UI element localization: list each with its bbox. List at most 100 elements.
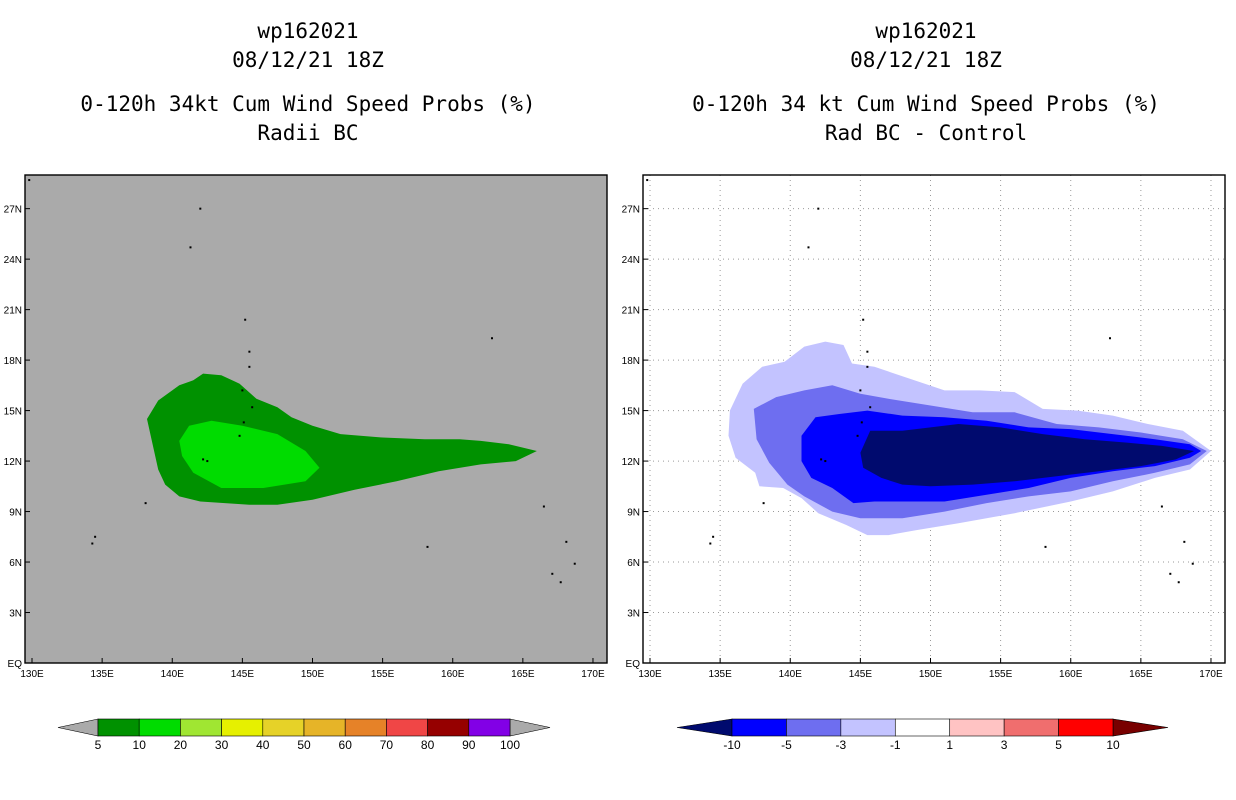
right-island xyxy=(859,389,862,392)
left-island xyxy=(144,502,147,505)
right-colorbar-swatch xyxy=(786,718,842,737)
right-island xyxy=(1169,572,1172,575)
left-colorbar-end-high xyxy=(509,718,551,737)
left-colorbar-swatch xyxy=(468,718,511,737)
left-island xyxy=(559,581,562,584)
right-colorbar-label: -1 xyxy=(890,738,901,752)
left-island xyxy=(241,389,244,392)
left-island xyxy=(551,572,554,575)
left-y-tick-label: 15N xyxy=(4,407,22,418)
left-title-block: wp162021 08/12/21 18Z 0-120h 34kt Cum Wi… xyxy=(58,17,558,148)
left-colorbar-swatch xyxy=(344,718,387,737)
left-y-tick-label: 12N xyxy=(4,457,22,468)
left-colorbar-swatch xyxy=(303,718,346,737)
left-colorbar-label: 70 xyxy=(380,738,394,752)
left-island xyxy=(238,434,241,437)
left-title-product: 0-120h 34kt Cum Wind Speed Probs (%) xyxy=(80,92,536,116)
right-contour-minus10 xyxy=(860,424,1195,487)
left-island xyxy=(242,421,245,424)
right-colorbar: -10 -5 -3 -1 1 3 5 10 xyxy=(676,718,1169,752)
left-x-tick-label: 135E xyxy=(90,669,114,680)
left-island xyxy=(565,540,568,543)
right-title-storm-id: wp162021 xyxy=(875,19,977,43)
left-title-date: 08/12/21 18Z xyxy=(232,48,384,72)
left-colorbar-label: 60 xyxy=(339,738,353,752)
left-island xyxy=(248,365,251,368)
left-y-tick-label: EQ xyxy=(8,659,23,670)
right-y-tick-label: 27N xyxy=(622,205,640,216)
left-title-subtitle: Radii BC xyxy=(257,121,359,145)
left-y-tick-label: 21N xyxy=(4,306,22,317)
right-island xyxy=(1177,581,1180,584)
right-island xyxy=(1191,562,1194,565)
right-x-tick-label: 160E xyxy=(1059,669,1083,680)
left-x-tick-label: 165E xyxy=(511,669,535,680)
left-y-tick-label: 6N xyxy=(9,558,22,569)
right-island xyxy=(646,179,649,182)
right-x-tick-label: 130E xyxy=(638,669,662,680)
left-island xyxy=(189,246,192,249)
right-y-tick-label: EQ xyxy=(626,659,641,670)
right-title-product: 0-120h 34 kt Cum Wind Speed Probs (%) xyxy=(692,92,1160,116)
right-island xyxy=(866,365,869,368)
right-colorbar-end-high xyxy=(1112,718,1169,737)
right-colorbar-swatch xyxy=(949,718,1005,737)
left-colorbar-swatch xyxy=(180,718,222,737)
right-island xyxy=(1160,505,1163,508)
left-colorbar-swatch xyxy=(221,718,264,737)
right-island xyxy=(762,502,765,505)
left-colorbar-swatch xyxy=(138,718,181,737)
left-plot-background xyxy=(25,175,607,663)
right-y-tick-label: 3N xyxy=(627,609,640,620)
right-colorbar-label: 3 xyxy=(1001,738,1008,752)
left-colorbar-swatch xyxy=(262,718,305,737)
left-x-tick-label: 150E xyxy=(301,669,325,680)
right-island xyxy=(807,246,810,249)
right-island xyxy=(862,318,865,321)
right-island xyxy=(860,421,863,424)
left-x-tick-label: 170E xyxy=(581,669,605,680)
left-y-tick-label: 27N xyxy=(4,205,22,216)
left-island xyxy=(28,179,31,182)
left-chart: 130E 135E 140E 145E 150E 155E 160E 165E 170E EQ 3N… xyxy=(4,174,608,752)
right-y-tick-label: 21N xyxy=(622,306,640,317)
right-plot-frame xyxy=(642,174,1226,664)
right-colorbar-end-low xyxy=(676,718,733,737)
right-chart: 130E 135E 140E 145E 150E 155E 160E 165E 170E EQ 3N… xyxy=(622,174,1226,752)
left-island xyxy=(426,545,429,548)
left-x-tick-label: 160E xyxy=(441,669,465,680)
right-y-tick-label: 15N xyxy=(622,407,640,418)
right-y-tick-label: 12N xyxy=(622,457,640,468)
right-colorbar-swatch xyxy=(1003,718,1059,737)
right-title-date: 08/12/21 18Z xyxy=(850,48,1002,72)
left-colorbar-swatch xyxy=(97,718,140,737)
right-y-tick-label: 18N xyxy=(622,356,640,367)
right-island xyxy=(1044,545,1047,548)
right-y-tick-label: 24N xyxy=(622,255,640,266)
left-title-storm-id: wp162021 xyxy=(257,19,359,43)
right-island xyxy=(856,434,859,437)
left-x-tick-label: 130E xyxy=(20,669,44,680)
right-colorbar-swatch xyxy=(731,718,787,737)
left-x-tick-label: 155E xyxy=(371,669,395,680)
left-island xyxy=(94,535,97,538)
left-colorbar: 5 10 20 30 40 50 60 70 80 90 100 xyxy=(57,718,551,752)
left-colorbar-end-low xyxy=(57,718,99,737)
left-colorbar-label: 20 xyxy=(174,738,188,752)
left-x-tick-label: 145E xyxy=(231,669,255,680)
right-x-tick-label: 135E xyxy=(708,669,732,680)
right-title-subtitle: Rad BC - Control xyxy=(824,121,1028,145)
right-island xyxy=(866,350,869,353)
right-colorbar-label: 5 xyxy=(1055,738,1062,752)
right-title-block: wp162021 08/12/21 18Z 0-120h 34 kt Cum W… xyxy=(676,17,1176,148)
left-plot-frame xyxy=(24,174,608,664)
left-island xyxy=(251,406,254,409)
left-island xyxy=(244,318,247,321)
right-island xyxy=(1109,337,1112,340)
left-x-tick-label: 140E xyxy=(161,669,185,680)
left-island xyxy=(248,350,251,353)
left-contour-10 xyxy=(179,420,320,488)
left-colorbar-label: 5 xyxy=(95,738,102,752)
left-y-tick-label: 3N xyxy=(9,609,22,620)
left-island xyxy=(206,460,209,463)
